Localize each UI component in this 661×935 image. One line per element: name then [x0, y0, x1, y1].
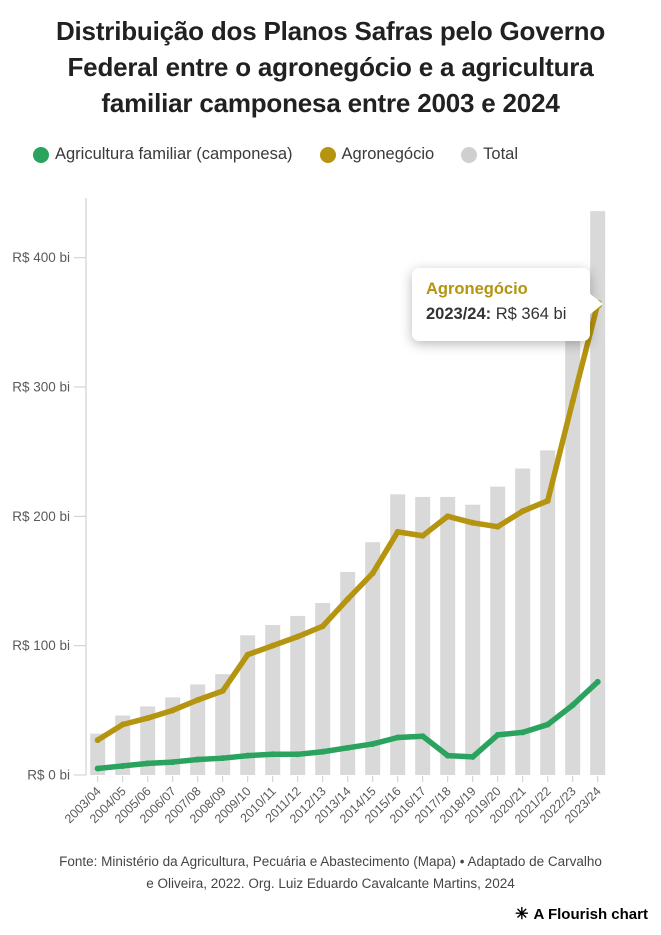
agricultura-familiar-point[interactable] — [169, 759, 176, 766]
chart-title: Distribuição dos Planos Safras pelo Gove… — [55, 16, 606, 118]
y-tick-label: R$ 300 bi — [12, 380, 70, 395]
legend-label-agronegocio: Agronegócio — [341, 145, 435, 163]
total-bar[interactable] — [540, 450, 556, 775]
agricultura-familiar-point[interactable] — [444, 752, 451, 759]
agronegocio-point[interactable] — [294, 633, 301, 640]
legend-item-agricultura-familiar[interactable]: Agricultura familiar (camponesa) — [33, 145, 293, 164]
agronegocio-point[interactable] — [444, 513, 451, 520]
y-tick-label: R$ 0 bi — [27, 768, 70, 783]
total-bar[interactable] — [190, 684, 206, 775]
total-bar[interactable] — [365, 542, 381, 775]
total-bar[interactable] — [465, 504, 481, 775]
tooltip-arrow-icon — [589, 293, 603, 315]
agronegocio-point[interactable] — [469, 519, 476, 526]
agricultura-familiar-point[interactable] — [294, 751, 301, 758]
agronegocio-point[interactable] — [244, 651, 251, 658]
agricultura-familiar-point[interactable] — [419, 733, 426, 740]
agronegocio-point[interactable] — [144, 715, 151, 722]
agricultura-familiar-point[interactable] — [469, 753, 476, 760]
total-bar[interactable] — [115, 715, 131, 775]
agricultura-familiar-point[interactable] — [269, 751, 276, 758]
agronegocio-point[interactable] — [194, 696, 201, 703]
legend: Agricultura familiar (camponesa) Agroneg… — [33, 145, 518, 164]
agronegocio-point[interactable] — [494, 523, 501, 530]
agronegocio-point[interactable] — [544, 497, 551, 504]
tooltip-series-title: Agronegócio — [426, 280, 528, 298]
total-bar[interactable] — [415, 496, 431, 775]
agronegocio-point[interactable] — [219, 687, 226, 694]
agricultura-familiar-point[interactable] — [194, 756, 201, 763]
total-bar[interactable] — [290, 615, 306, 775]
agronegocio-point[interactable] — [344, 596, 351, 603]
agricultura-familiar-point[interactable] — [244, 752, 251, 759]
flourish-logo-icon: ✳ — [515, 905, 529, 923]
legend-label-total: Total — [483, 145, 519, 163]
legend-dot-gold-icon — [319, 146, 336, 163]
tooltip-value-line: 2023/24: R$ 364 bi — [426, 304, 590, 325]
agricultura-familiar-point[interactable] — [594, 678, 601, 685]
total-bar[interactable] — [340, 571, 356, 775]
source-note: Fonte: Ministério da Agricultura, Pecuár… — [59, 854, 602, 891]
agricultura-familiar-point[interactable] — [394, 734, 401, 741]
agronegocio-point[interactable] — [394, 528, 401, 535]
agricultura-familiar-point[interactable] — [519, 729, 526, 736]
total-bar[interactable] — [515, 468, 531, 775]
agronegocio-point[interactable] — [369, 570, 376, 577]
agronegocio-point[interactable] — [169, 707, 176, 714]
agricultura-familiar-point[interactable] — [494, 731, 501, 738]
total-bar[interactable] — [490, 486, 506, 775]
flourish-credit[interactable]: ✳ A Flourish chart — [515, 906, 648, 923]
flourish-credit-label: A Flourish chart — [533, 906, 648, 923]
legend-item-agronegocio[interactable]: Agronegócio — [319, 145, 435, 164]
legend-dot-gray-icon — [461, 146, 478, 163]
agronegocio-point[interactable] — [569, 398, 576, 405]
agricultura-familiar-point[interactable] — [369, 740, 376, 747]
tooltip: Agronegócio 2023/24: R$ 364 bi — [412, 268, 603, 341]
agricultura-familiar-point[interactable] — [344, 744, 351, 751]
total-bar[interactable] — [390, 494, 406, 775]
agronegocio-point[interactable] — [319, 623, 326, 630]
total-bar[interactable] — [315, 602, 331, 775]
legend-item-total[interactable]: Total — [461, 145, 518, 164]
agricultura-familiar-point[interactable] — [119, 762, 126, 769]
total-bar[interactable] — [265, 624, 281, 775]
agricultura-familiar-point[interactable] — [569, 702, 576, 709]
agricultura-familiar-point[interactable] — [319, 748, 326, 755]
chart-canvas: R$ 0 bi R$ 100 bi R$ 200 bi R$ 300 bi R$ 400… — [12, 198, 606, 826]
agronegocio-point[interactable] — [519, 508, 526, 515]
y-tick-label: R$ 200 bi — [12, 509, 70, 524]
agronegocio-point[interactable] — [94, 737, 101, 744]
agricultura-familiar-point[interactable] — [219, 755, 226, 762]
total-bar[interactable] — [440, 496, 456, 775]
agronegocio-point[interactable] — [269, 642, 276, 649]
legend-label-agricultura-familiar: Agricultura familiar (camponesa) — [55, 145, 293, 163]
y-tick-label: R$ 100 bi — [12, 638, 70, 653]
agronegocio-point[interactable] — [419, 532, 426, 539]
legend-dot-green-icon — [33, 146, 49, 163]
total-bar[interactable] — [215, 674, 231, 775]
total-bar[interactable] — [165, 697, 181, 775]
total-bar[interactable] — [240, 635, 256, 775]
tooltip-value: R$ 364 bi — [495, 304, 567, 323]
total-bar[interactable] — [565, 331, 581, 775]
total-bar[interactable] — [90, 733, 106, 775]
y-tick-label: R$ 400 bi — [12, 250, 70, 265]
tooltip-year: 2023/24: — [426, 304, 492, 323]
total-bar[interactable] — [590, 211, 606, 775]
agricultura-familiar-point[interactable] — [544, 721, 551, 728]
agronegocio-point[interactable] — [119, 721, 126, 728]
agricultura-familiar-point[interactable] — [94, 765, 101, 772]
total-bar[interactable] — [140, 706, 156, 775]
agricultura-familiar-point[interactable] — [144, 760, 151, 767]
